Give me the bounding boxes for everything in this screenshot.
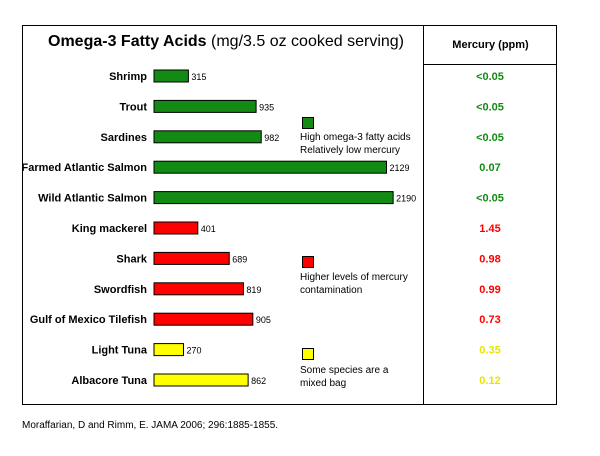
chart-title: Omega-3 Fatty Acids (mg/3.5 oz cooked se… [48,33,404,51]
bar [153,191,394,205]
mercury-value: <0.05 [476,101,504,113]
bar [153,343,184,357]
legend-swatch-red [302,256,314,268]
mercury-value: 0.07 [479,162,500,174]
legend-green-line-2: Relatively low mercury [300,145,401,156]
legend-text-green: High omega-3 fatty acids Relatively low … [300,131,411,157]
mercury-value: 0.73 [479,314,500,326]
value-label: 905 [256,315,271,325]
value-label: 689 [232,254,247,264]
bar [153,282,244,296]
legend-text-red: Higher levels of mercury contamination [300,271,408,297]
mercury-value: 0.98 [479,253,500,265]
bar [153,312,254,326]
mercury-value: <0.05 [476,71,504,83]
bar [153,373,249,387]
bar [153,251,230,265]
legend-red-line-2: contamination [300,285,363,296]
category-label: Gulf of Mexico Tilefish [30,314,147,326]
category-label: King mackerel [72,223,147,235]
value-label: 2190 [396,194,416,204]
mercury-value: <0.05 [476,132,504,144]
legend-red-line-1: Higher levels of mercury [300,272,408,283]
legend-green-line-1: High omega-3 fatty acids [300,132,411,143]
value-label: 315 [191,72,206,82]
value-label: 819 [246,285,261,295]
category-label: Shark [116,253,147,265]
category-label: Trout [120,101,148,113]
category-label: Light Tuna [92,345,148,357]
mercury-column-header: Mercury (ppm) [423,25,557,65]
category-label: Swordfish [94,284,147,296]
chart-title-unit: (mg/3.5 oz cooked serving) [211,33,404,50]
bar [153,99,257,113]
mercury-value: 0.99 [479,284,500,296]
legend-yellow-line-2: mixed bag [300,378,347,389]
mercury-value: 0.12 [479,375,500,387]
value-label: 401 [201,224,216,234]
value-label: 862 [251,376,266,386]
mercury-column [423,65,557,405]
mercury-value: <0.05 [476,193,504,205]
bar [153,130,262,144]
legend-yellow-line-1: Some species are a [300,365,389,376]
legend-swatch-yellow [302,348,314,360]
bar [153,160,387,174]
bar [153,69,189,83]
category-label: Albacore Tuna [71,375,147,387]
category-label: Farmed Atlantic Salmon [21,162,147,174]
source-citation: Moraffarian, D and Rimm, E. JAMA 2006; 2… [22,420,279,431]
value-label: 982 [264,133,279,143]
mercury-value: 0.35 [479,345,500,357]
mercury-value: 1.45 [479,223,500,235]
value-label: 2129 [389,163,409,173]
category-label: Sardines [101,132,147,144]
category-label: Shrimp [109,71,147,83]
legend-swatch-green [302,117,314,129]
value-label: 935 [259,102,274,112]
chart-title-main: Omega-3 Fatty Acids [48,33,207,50]
category-label: Wild Atlantic Salmon [38,193,147,205]
bar [153,221,199,235]
value-label: 270 [186,346,201,356]
chart-frame [22,25,557,405]
legend-text-yellow: Some species are a mixed bag [300,364,388,390]
